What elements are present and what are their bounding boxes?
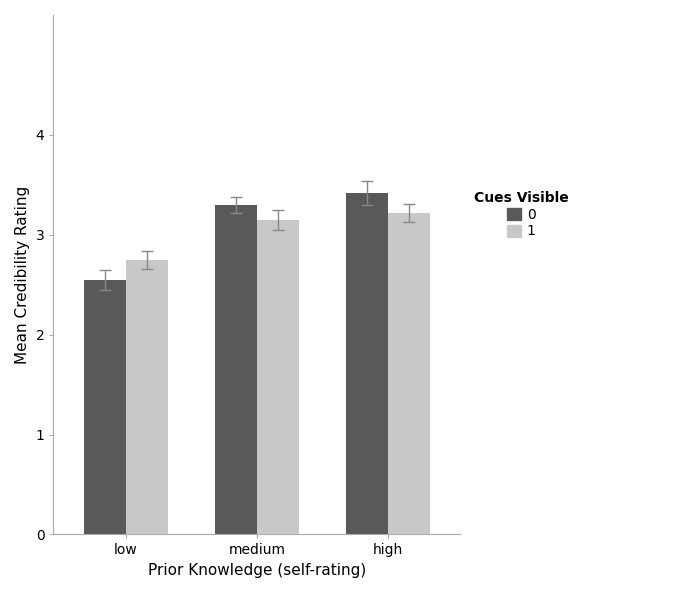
Bar [346, 193, 388, 534]
Y-axis label: Mean Credibility Rating: Mean Credibility Rating [15, 186, 30, 364]
Bar [215, 205, 257, 534]
Bar [388, 213, 430, 534]
Bar [257, 220, 299, 534]
Bar [125, 260, 167, 534]
Bar [83, 280, 125, 534]
Legend: 0, 1: 0, 1 [471, 188, 572, 241]
X-axis label: Prior Knowledge (self-rating): Prior Knowledge (self-rating) [148, 563, 366, 578]
